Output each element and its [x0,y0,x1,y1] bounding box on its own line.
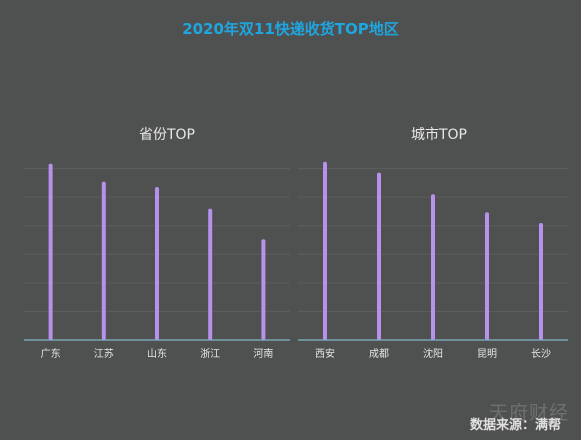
city-bar [485,212,489,340]
city-chart-title: 城市TOP [410,127,467,143]
province-tick-label: 广东 [41,347,61,360]
province-tick-label: 江苏 [94,347,114,360]
province-bar [101,181,106,340]
city-tick-label: 昆明 [477,348,497,360]
province-bar [261,239,266,340]
province-tick-label: 浙江 [200,348,220,360]
province-tick-label: 河南 [253,347,273,360]
city-tick-label: 长沙 [531,348,551,360]
watermark-logo: 天府财经 [488,402,569,424]
city-bar [539,223,543,340]
province-chart-title: 省份TOP [138,127,195,143]
city-bar [431,194,435,340]
city-bar [377,172,381,340]
city-tick-label: 成都 [369,348,389,360]
province-bar [155,187,159,340]
data-source-label: 数据来源：满帮 [469,418,561,433]
province-tick-label: 山东 [147,347,167,360]
city-tick-label: 沈阳 [423,347,443,360]
city-tick-label: 西安 [315,347,335,360]
province-bar [208,208,213,340]
page-title: 2020年双11快递收货TOP地区 [182,20,399,38]
province-bar [48,163,53,340]
city-bar [323,161,327,340]
